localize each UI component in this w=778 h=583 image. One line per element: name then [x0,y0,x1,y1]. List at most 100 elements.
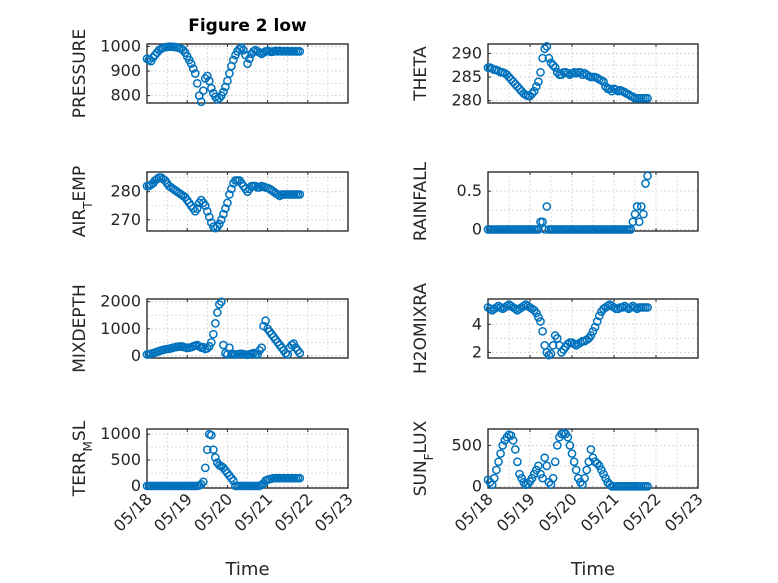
data-point [255,183,264,192]
data-point [517,473,526,483]
data-point [567,449,577,458]
data-point [510,445,520,454]
data-point [536,469,545,479]
data-point [261,316,270,326]
data-point [580,473,589,483]
data-point [239,45,248,55]
data-point [550,63,560,72]
x-tick-label: 05/23 [311,489,357,535]
data-point [643,303,652,312]
y-tick-label: 1000 [100,319,141,338]
data-point [273,190,282,199]
x-tick-label: 05/20 [535,489,581,535]
data-point [542,42,552,51]
data-point [641,179,650,188]
axis-box [487,171,699,232]
subplot-mixdepth: 0 1000 2000 MIXDEPTH [70,284,349,373]
x-tick-label: 05/21 [577,489,623,535]
data-point [200,463,210,473]
data-point [221,204,230,213]
data-point [571,465,581,475]
data-point [630,209,640,219]
data-point [534,225,543,234]
data-point [202,445,212,455]
y-axis-label: AIRTEMP [70,166,95,237]
y-axis-label: THETA [411,46,431,102]
data-point [592,459,602,468]
data-point [632,202,642,211]
data-point [192,204,202,213]
data-point [590,322,600,332]
data-point [628,217,638,227]
axis-box [487,428,699,489]
data-point [489,473,499,483]
y-tick-label: 500 [110,450,141,469]
data-point [215,93,224,103]
y-axis-label: TERRMSL [70,420,95,497]
x-axis-label: Time [570,559,615,580]
subplot-theta: 280 285 290 THETA [411,42,699,110]
data-point [588,453,598,463]
data-point [542,202,552,211]
data-point [202,71,212,81]
data-point [206,218,216,227]
y-tick-label: 285 [451,67,482,86]
data-point [594,311,604,321]
data-point [544,53,554,63]
x-tick-label: 05/19 [493,489,539,535]
data-point [219,209,228,219]
subplot-air-temp: 270 280 AIRTEMP [70,166,349,237]
data-point [599,77,608,87]
data-point [237,43,246,53]
data-point [573,473,583,483]
x-tick-label: 05/19 [150,489,196,535]
data-point [552,441,562,450]
y-tick-label: 290 [451,43,482,62]
data-point [534,461,543,471]
x-tick-label: 05/18 [451,489,497,535]
x-tick-label: 05/20 [190,489,236,535]
y-tick-label: 2000 [100,292,141,311]
data-point [536,67,545,77]
data-point [496,449,505,458]
data-point [295,473,305,483]
data-point [586,445,596,454]
data-point [519,477,529,487]
data-point [548,473,558,483]
data-point [196,97,206,107]
data-point [607,86,617,96]
data-point [295,190,305,199]
data-point [523,479,533,489]
data-point [202,206,212,216]
data-point [225,190,234,199]
data-point [215,219,224,229]
data-point [213,308,222,317]
x-tick-label: 05/22 [271,489,317,535]
data-point [529,469,539,479]
data-point [639,209,648,219]
data-point [289,339,299,349]
y-tick-label: 900 [110,61,141,80]
data-point [217,297,226,307]
axis-box [146,171,349,232]
y-tick-label: 0 [472,476,482,495]
data-point [538,326,547,336]
x-axis-label: Time [224,559,269,580]
data-point [540,44,550,54]
axis-box [146,43,349,104]
data-point [643,171,652,181]
data-point [548,60,558,70]
y-tick-label: 800 [110,86,141,105]
data-point [527,89,537,98]
data-point [206,337,216,347]
data-point [506,431,516,440]
x-tick-label: 05/22 [619,489,665,535]
data-point [601,473,610,483]
data-point [206,430,216,440]
y-axis-label: RAINFALL [411,161,431,241]
data-point [542,461,552,471]
data-point [253,350,262,359]
y-tick-label: 1000 [100,424,141,443]
